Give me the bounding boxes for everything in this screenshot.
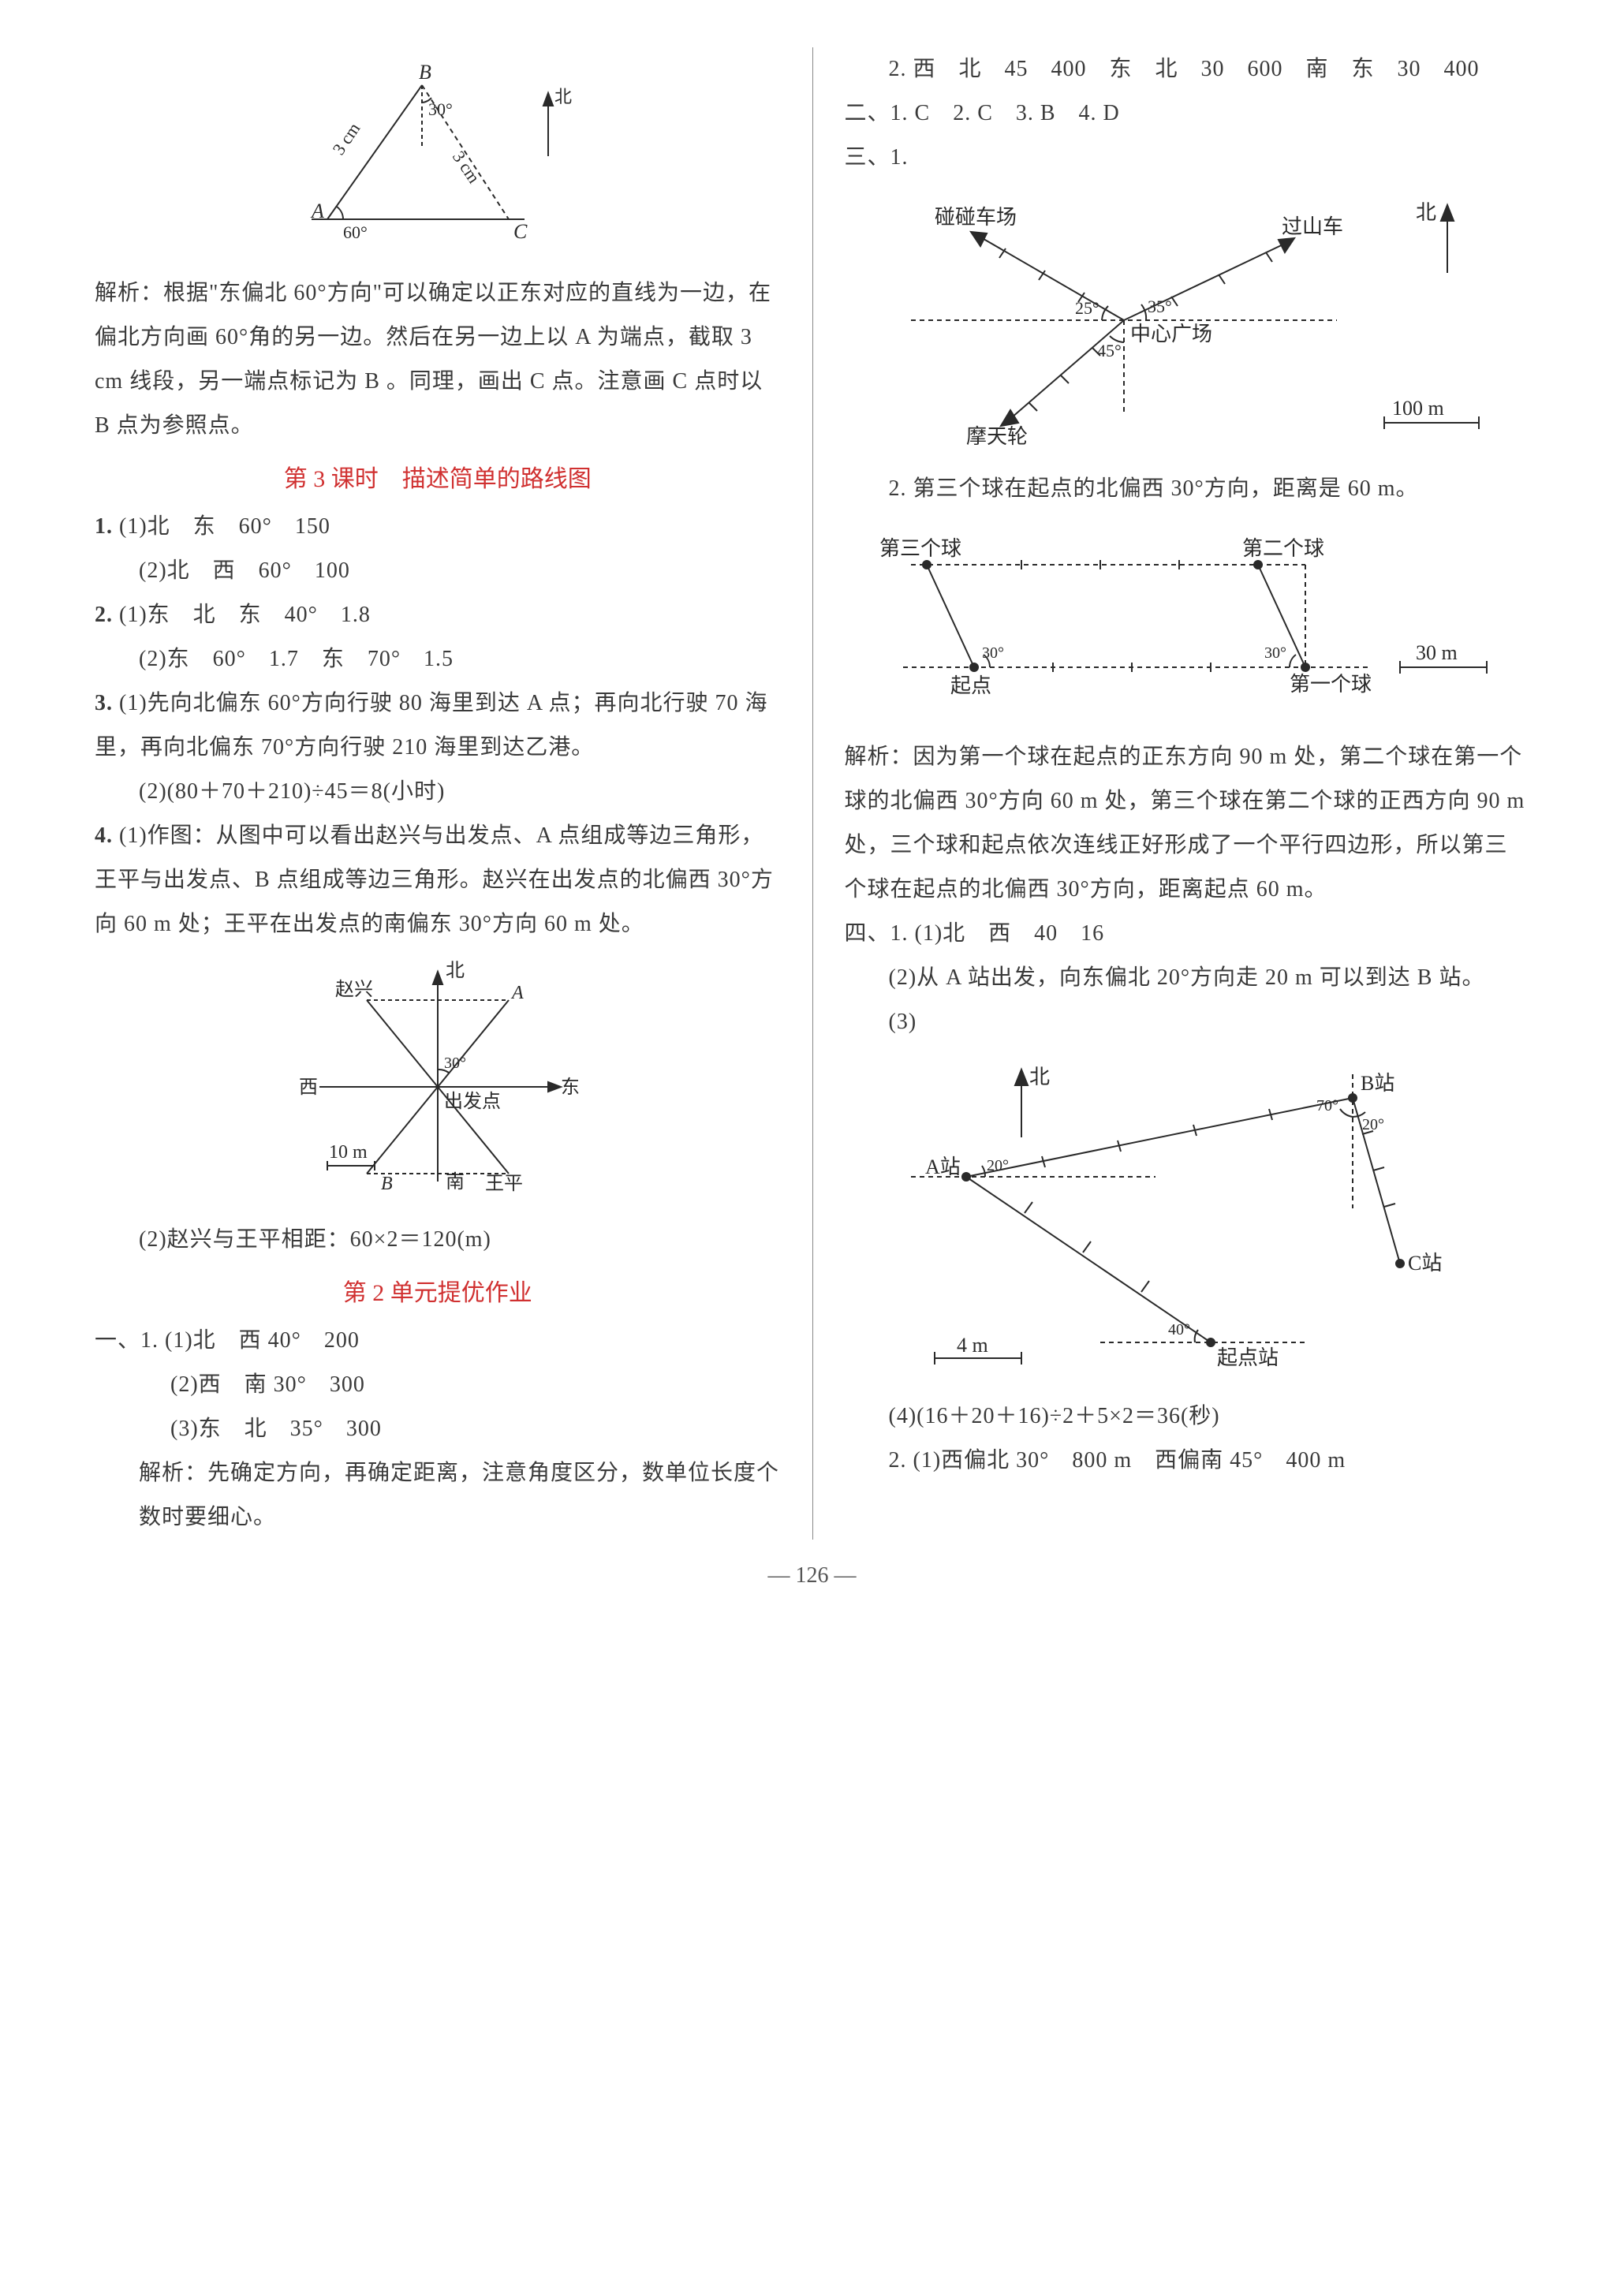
ball1-label: 第一个球 (1290, 673, 1372, 696)
start-station: 起点站 (1217, 1346, 1279, 1369)
ball3-label: 第三个球 (879, 537, 961, 560)
parallelogram-diagram: 第三个球 第二个球 第一个球 起点 30° 30° 30 m (845, 517, 1530, 722)
s3-label: 三、1. (845, 136, 1530, 180)
s4a: (1)北 西 40 16 (915, 921, 1105, 946)
q1a: (1)北 东 60° 150 (119, 514, 330, 539)
s1-label: 一、1. (95, 1328, 159, 1353)
angle-30d: 30° (1264, 644, 1286, 662)
north-label-4: 北 (1029, 1066, 1050, 1088)
ferris-label: 摩天轮 (966, 425, 1028, 448)
s1-analysis: 解析：先确定方向，再确定距离，注意角度区分，数单位长度个数时要细心。 (95, 1451, 781, 1540)
s2-label: 二、 (845, 101, 890, 125)
coaster-label: 过山车 (1282, 215, 1343, 238)
angle-35: 35° (1148, 297, 1172, 316)
c-station: C站 (1408, 1252, 1442, 1275)
amusement-diagram: 北 中心广场 碰碰车场 过山车 摩天轮 25° 35° 45° 100 m (845, 186, 1530, 454)
right-column: 2. 西 北 45 400 东 北 30 600 南 东 30 400 二、1.… (812, 47, 1546, 1540)
s4d: (4)(16＋20＋16)÷2＋5×2＝36(秒) (845, 1394, 1530, 1439)
bumper-label: 碰碰车场 (935, 206, 1017, 229)
page-number: — 126 — (79, 1563, 1545, 1588)
start-label: 出发点 (444, 1091, 501, 1112)
angle-70: 70° (1316, 1097, 1338, 1114)
scale-100m: 100 m (1392, 397, 1444, 420)
left-column: A B C 60° 30° 3 cm 3 cm 北 解析：根据"东偏北 60°方… (79, 47, 812, 1540)
q2b: (2)东 60° 1.7 东 70° 1.5 (95, 637, 781, 681)
analysis-2: 解析：因为第一个球在起点的正东方向 90 m 处，第二个球在第一个球的北偏西 3… (845, 735, 1530, 912)
vertex-b: B (419, 61, 431, 84)
a-station: A站 (925, 1155, 961, 1178)
q3-label: 3. (95, 691, 113, 715)
q1b: (2)北 西 60° 100 (95, 549, 781, 593)
scale-10m: 10 m (329, 1142, 368, 1163)
q2a: (1)东 北 东 40° 1.8 (119, 603, 371, 627)
triangle-diagram: A B C 60° 30° 3 cm 3 cm 北 (95, 54, 781, 259)
r-top2: 2. 西 北 45 400 东 北 30 600 南 东 30 400 (845, 47, 1530, 91)
angle-60: 60° (343, 222, 368, 242)
north-label-3: 北 (1416, 201, 1436, 224)
q4-label: 4. (95, 823, 113, 848)
side-ab-label: 3 cm (328, 119, 364, 159)
point-a: A (510, 983, 524, 1003)
scale-30m: 30 m (1416, 641, 1458, 664)
center-label: 中心广场 (1130, 323, 1212, 345)
point-b: B (381, 1174, 393, 1194)
ball2-label: 第二个球 (1242, 537, 1324, 560)
q1-label: 1. (95, 514, 113, 539)
s4c: (3) (845, 1000, 1530, 1044)
s1: 一、1. (1)北 西 40° 200 (95, 1319, 781, 1363)
angle-45: 45° (1097, 341, 1122, 360)
angle-20a: 20° (987, 1157, 1009, 1174)
vertex-a: A (310, 200, 324, 222)
angle-30c: 30° (982, 644, 1004, 662)
s1b: (2)西 南 30° 300 (95, 1363, 781, 1407)
zhaoxing-label: 赵兴 (335, 979, 373, 1000)
q4a: (1)作图：从图中可以看出赵兴与出发点、A 点组成等边三角形，王平与出发点、B … (95, 823, 774, 936)
angle-25: 25° (1075, 298, 1099, 318)
s4-label: 四、1. (845, 921, 909, 946)
angle-30b: 30° (444, 1055, 466, 1072)
q3b: (2)(80＋70＋210)÷45＝8(小时) (95, 770, 781, 814)
angle-30: 30° (428, 99, 453, 119)
vertex-c: C (513, 220, 528, 243)
q2-label: 2. (95, 603, 113, 627)
analysis-1: 解析：根据"东偏北 60°方向"可以确定以正东对应的直线为一边，在偏北方向画 6… (95, 271, 781, 448)
route-diagram: 北 A站 B站 C站 起点站 20° 70° 20° 40° 4 m (845, 1051, 1530, 1382)
s4b: (2)从 A 站出发，向东偏北 20°方向走 20 m 可以到达 B 站。 (845, 956, 1530, 1000)
heading-lesson-3: 第 3 课时 描述简单的路线图 (95, 459, 781, 494)
south-label: 南 (446, 1171, 465, 1193)
page-columns: A B C 60° 30° 3 cm 3 cm 北 解析：根据"东偏北 60°方… (79, 47, 1545, 1540)
r-q2: 2. 第三个球在起点的北偏西 30°方向，距离是 60 m。 (845, 467, 1530, 511)
q2: 2. (1)东 北 东 40° 1.8 (95, 593, 781, 637)
r-last: 2. (1)西偏北 30° 800 m 西偏南 45° 400 m (845, 1439, 1530, 1483)
q4: 4. (1)作图：从图中可以看出赵兴与出发点、A 点组成等边三角形，王平与出发点… (95, 814, 781, 946)
s1a: (1)北 西 40° 200 (165, 1328, 360, 1353)
q3: 3. (1)先向北偏东 60°方向行驶 80 海里到达 A 点；再向北行驶 70… (95, 681, 781, 770)
heading-unit2: 第 2 单元提优作业 (95, 1273, 781, 1308)
q1: 1. (1)北 东 60° 150 (95, 505, 781, 549)
q4b: (2)赵兴与王平相距：60×2＝120(m) (95, 1218, 781, 1262)
west-label: 西 (299, 1077, 318, 1098)
s1c: (3)东 北 35° 300 (95, 1407, 781, 1451)
angle-40: 40° (1168, 1321, 1190, 1338)
north-label-2: 北 (446, 960, 465, 981)
q3a: (1)先向北偏东 60°方向行驶 80 海里到达 A 点；再向北行驶 70 海里… (95, 691, 768, 760)
side-bc-label: 3 cm (449, 147, 484, 187)
north-label-1: 北 (554, 87, 572, 106)
star-diagram: 北 南 东 西 出发点 赵兴 王平 A B 30° 10 m (95, 953, 781, 1205)
page-number-value: 126 (796, 1563, 829, 1588)
start-label-2: 起点 (950, 674, 991, 697)
angle-20b: 20° (1362, 1116, 1384, 1133)
wangping-label: 王平 (485, 1174, 523, 1194)
s4: 四、1. (1)北 西 40 16 (845, 912, 1530, 956)
b-station: B站 (1361, 1072, 1394, 1095)
east-label: 东 (561, 1077, 580, 1098)
s2a: 1. C 2. C 3. B 4. D (890, 101, 1120, 125)
scale-4m: 4 m (957, 1334, 988, 1357)
s2: 二、1. C 2. C 3. B 4. D (845, 91, 1530, 136)
